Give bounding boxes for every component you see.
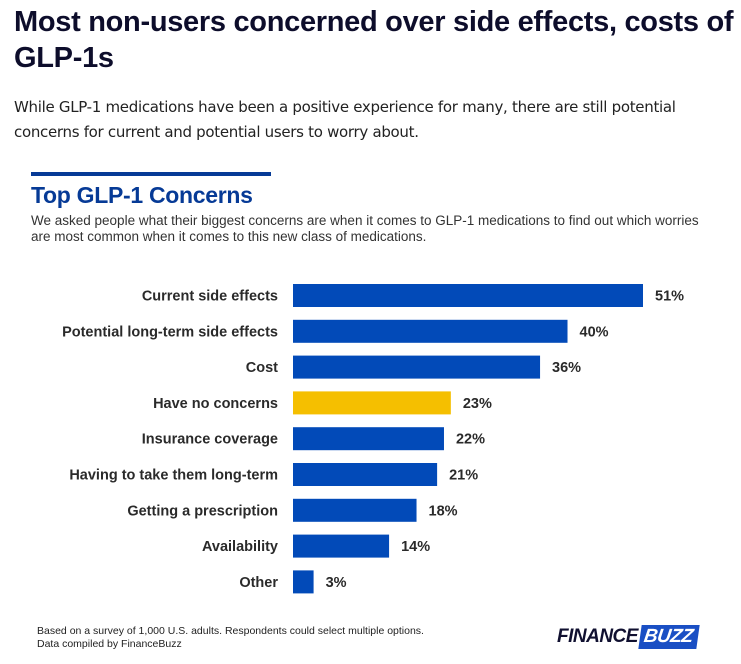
footnote-survey: Based on a survey of 1,000 U.S. adults. …	[37, 625, 424, 637]
category-label: Have no concerns	[153, 396, 278, 412]
value-label: 40%	[580, 324, 609, 340]
category-label: Getting a prescription	[127, 503, 278, 519]
category-label: Current side effects	[142, 289, 278, 305]
bar-chart: Current side effects 51% Potential long-te…	[62, 284, 684, 594]
value-label: 51%	[655, 289, 684, 305]
value-label: 14%	[401, 539, 430, 555]
value-label: 21%	[449, 468, 478, 484]
logo-text-finance: FINANCE	[557, 626, 638, 647]
footnote: Based on a survey of 1,000 U.S. adults. …	[37, 625, 424, 651]
bar	[293, 570, 314, 594]
bar	[293, 319, 568, 343]
chart-subtitle: We asked people what their biggest conce…	[31, 213, 699, 244]
category-label: Potential long-term side effects	[62, 324, 278, 340]
bar	[293, 284, 643, 307]
intro-text: While GLP-1 medications have been a posi…	[14, 98, 676, 141]
category-label: Cost	[246, 360, 278, 376]
category-label: Other	[239, 575, 278, 591]
bar	[293, 391, 451, 415]
value-label: 3%	[326, 575, 347, 591]
bar	[293, 355, 541, 379]
bar	[293, 427, 444, 451]
financebuzz-logo: FINANCE BUZZ	[557, 625, 700, 649]
title-rule	[31, 172, 271, 176]
bar	[293, 498, 417, 522]
category-label: Having to take them long-term	[69, 468, 278, 484]
value-label: 23%	[463, 396, 492, 412]
chart-title: Top GLP-1 Concerns	[31, 182, 253, 208]
logo-text-buzz: BUZZ	[638, 625, 700, 649]
category-label: Insurance coverage	[142, 432, 278, 448]
value-label: 36%	[552, 360, 581, 376]
bar	[293, 463, 438, 486]
value-label: 22%	[456, 432, 485, 448]
category-label: Availability	[202, 539, 278, 555]
headline: Most non-users concerned over side effec…	[14, 6, 734, 74]
value-label: 18%	[429, 503, 458, 519]
footnote-source: Data compiled by FinanceBuzz	[37, 638, 182, 650]
bar	[293, 534, 390, 558]
